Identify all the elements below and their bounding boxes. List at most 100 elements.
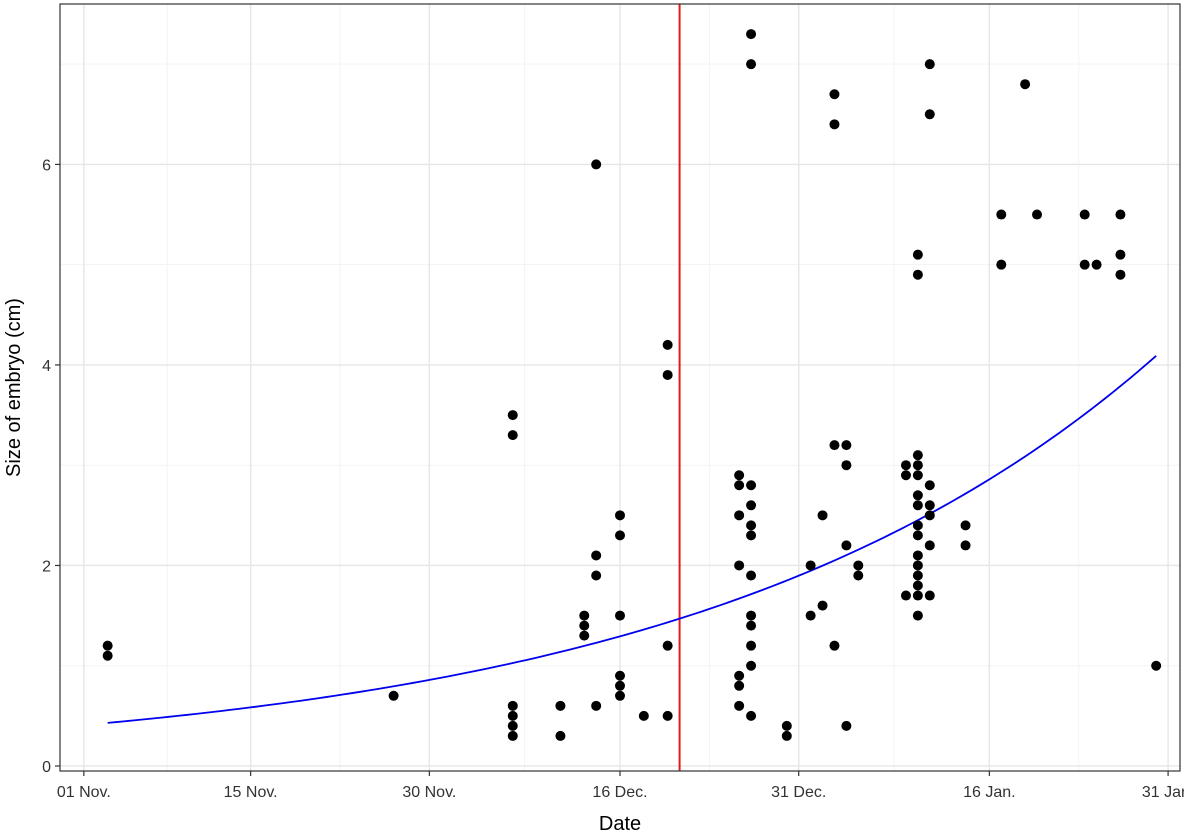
data-point [591, 700, 602, 711]
data-point [746, 710, 757, 721]
data-point [746, 640, 757, 651]
data-point [912, 490, 923, 501]
data-point [662, 640, 673, 651]
x-tick-label: 31 Jan. [1142, 784, 1184, 801]
data-point [615, 670, 625, 681]
data-point [507, 700, 518, 711]
data-point [924, 500, 935, 511]
data-point [734, 510, 745, 521]
data-point [734, 670, 745, 681]
trend-curve [107, 355, 1157, 724]
data-point [507, 710, 518, 721]
data-point [1020, 79, 1031, 90]
x-axis-title: Date [599, 813, 641, 835]
data-point [734, 480, 745, 491]
data-point [1151, 660, 1162, 671]
data-point [912, 560, 923, 571]
data-point [829, 640, 840, 651]
y-tick-label: 4 [42, 358, 51, 375]
data-point [900, 590, 911, 601]
data-point [924, 109, 935, 120]
data-point [746, 570, 757, 581]
data-point [746, 29, 757, 40]
data-point [924, 590, 935, 601]
data-point [507, 730, 518, 741]
data-point [912, 590, 923, 601]
data-point [615, 690, 625, 701]
data-point [829, 119, 840, 130]
data-point [662, 710, 673, 721]
y-axis-title: Size of embryo (cm) [3, 298, 25, 477]
data-point [662, 369, 673, 380]
data-point [841, 720, 852, 731]
data-point [579, 620, 590, 631]
data-point [1115, 269, 1126, 280]
data-point [591, 550, 602, 561]
data-point [924, 59, 935, 70]
data-point [912, 580, 923, 591]
grid [60, 4, 1180, 771]
data-point [662, 339, 673, 350]
data-point [912, 610, 923, 621]
data-point [841, 440, 852, 451]
data-point [102, 650, 113, 661]
data-point [817, 600, 828, 611]
data-point [960, 540, 971, 551]
data-point [912, 500, 923, 511]
trend-line-layer [107, 355, 1157, 724]
data-point [900, 460, 911, 471]
data-point [579, 630, 590, 641]
x-axis: 01 Nov. 15 Nov. 30 Nov. 16 Dec. 31 Dec. 16 Ja… [57, 771, 1184, 801]
data-point [912, 460, 923, 471]
data-point [1032, 209, 1043, 220]
data-point [591, 159, 602, 170]
data-point [912, 520, 923, 531]
data-point [746, 660, 757, 671]
data-point [638, 710, 649, 721]
data-point [853, 560, 864, 571]
data-point [734, 470, 745, 481]
data-point [912, 249, 923, 260]
data-point [924, 540, 935, 551]
data-point [805, 560, 816, 571]
data-point [507, 430, 518, 441]
data-point [734, 700, 745, 711]
data-point [555, 700, 566, 711]
x-tick-label: 31 Dec. [771, 784, 826, 801]
y-axis: 0 2 4 6 [42, 157, 60, 776]
data-point [746, 480, 757, 491]
data-point [1091, 259, 1102, 270]
y-tick-label: 2 [42, 558, 51, 575]
data-point [102, 640, 113, 651]
data-point [1115, 209, 1126, 220]
data-point [388, 690, 399, 701]
data-point [924, 510, 935, 521]
data-point [853, 570, 864, 581]
data-point [996, 259, 1007, 270]
x-tick-label: 01 Nov. [57, 784, 111, 801]
data-point [615, 530, 625, 541]
data-point [900, 470, 911, 481]
data-point [912, 450, 923, 461]
data-point [746, 59, 757, 70]
data-point [781, 730, 792, 741]
data-point [781, 720, 792, 731]
data-point [1115, 249, 1126, 260]
data-point [841, 460, 852, 471]
data-point [912, 269, 923, 280]
data-point [746, 500, 757, 511]
data-point [1079, 209, 1090, 220]
data-point [924, 480, 935, 491]
data-point [734, 560, 745, 571]
data-point [615, 510, 625, 521]
data-point [912, 550, 923, 561]
data-point [805, 610, 816, 621]
data-point [579, 610, 590, 621]
data-point [829, 89, 840, 100]
x-tick-label: 30 Nov. [402, 784, 456, 801]
data-point [555, 730, 566, 741]
data-point [912, 470, 923, 481]
x-tick-label: 15 Nov. [224, 784, 278, 801]
